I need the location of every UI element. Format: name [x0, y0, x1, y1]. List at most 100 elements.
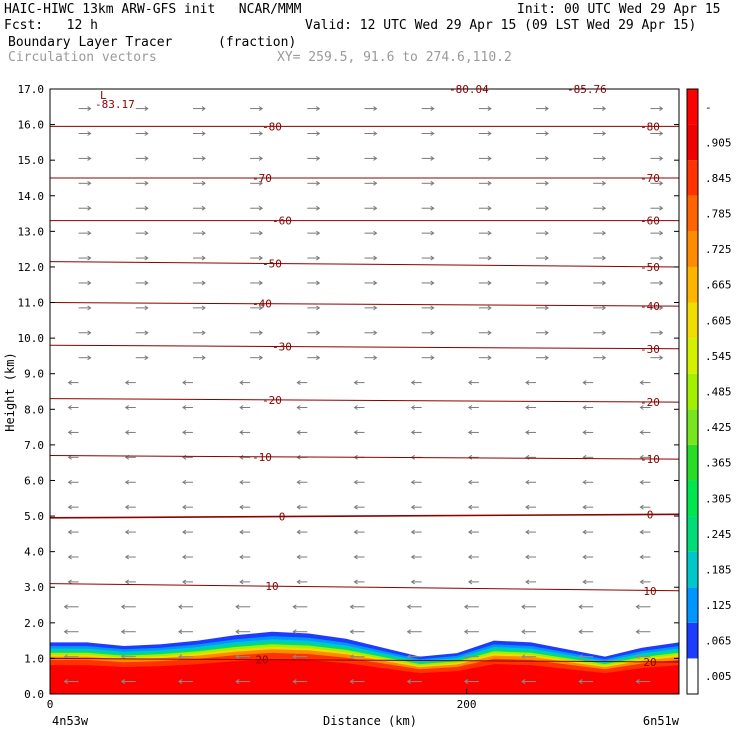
vector-arrow-head — [201, 280, 206, 286]
vector-arrow-head — [544, 305, 549, 311]
vector-arrow-head — [239, 529, 244, 535]
colorbar-swatch — [687, 302, 698, 339]
vector-arrow-head — [144, 131, 149, 136]
vector-arrow-head — [353, 554, 358, 560]
vector-arrow-head — [239, 405, 244, 410]
vector-arrow-head — [410, 479, 415, 485]
y-tick-label: 11.0 — [18, 297, 45, 310]
y-tick-label: 13.0 — [18, 225, 45, 238]
colorbar-label: .185 — [705, 563, 732, 576]
vector-arrow-head — [430, 230, 435, 236]
temperature-contours: 20 20 10 10 0 0 -10 -10 -20 -20 -30 -30 -40 -40 -50 -50… — [49, 120, 680, 669]
vector-arrow-head — [239, 454, 244, 460]
vector-arrow-head — [601, 180, 607, 186]
vector-arrow-head — [373, 205, 378, 211]
vector-arrow-head — [239, 504, 244, 510]
vector-arrow-head — [659, 180, 664, 186]
vector-arrow-head — [258, 106, 264, 111]
vector-arrow-head — [316, 131, 321, 136]
vector-arrow-head — [316, 280, 321, 286]
colorbar-swatch — [687, 480, 698, 517]
vector-arrow-head — [582, 554, 587, 560]
tracer-band-8 — [50, 659, 679, 694]
contour-line — [49, 513, 680, 519]
vector-arrow-head — [292, 654, 297, 660]
vector-arrow-head — [430, 205, 435, 211]
vector-arrow-head — [353, 579, 358, 585]
colorbar-label: .425 — [705, 421, 732, 434]
vector-arrow-head — [316, 230, 321, 236]
vector-arrow-head — [144, 155, 149, 161]
vector-arrow-head — [258, 255, 264, 261]
vector-arrow-head — [235, 604, 240, 610]
vector-arrow-head — [124, 529, 130, 535]
vector-arrow-head — [410, 430, 415, 435]
vector-arrow-head — [296, 380, 301, 386]
x-end-label-right: 6n51w — [643, 714, 680, 728]
y-tick-label: 2.0 — [24, 617, 44, 630]
colorbar-label: .305 — [705, 492, 732, 505]
overlay-name: Circulation vectors — [8, 50, 157, 65]
vector-arrow-head — [430, 330, 435, 336]
vector-arrow-head — [635, 679, 640, 684]
vector-arrow-head — [487, 205, 492, 211]
vector-arrow-head — [182, 405, 187, 410]
vector-arrow-head — [410, 554, 415, 560]
x-tick-label: 200 — [457, 698, 477, 711]
vector-arrow-head — [120, 629, 126, 635]
vector-arrow-head — [578, 629, 583, 635]
vector-arrow-head — [487, 280, 492, 286]
vector-arrow-head — [467, 454, 473, 460]
vector-arrow-head — [316, 355, 321, 361]
vector-arrow-head — [63, 629, 68, 635]
vector-arrow-head — [235, 654, 240, 660]
vector-arrow-head — [67, 529, 72, 535]
vector-arrow-head — [463, 654, 469, 660]
vector-arrow-head — [144, 205, 149, 211]
x-end-label-left: 4n53w — [52, 714, 89, 728]
vector-arrow-head — [87, 280, 92, 286]
vector-arrow-head — [487, 131, 492, 136]
vector-arrow-head — [487, 155, 492, 161]
y-tick-label: 6.0 — [24, 474, 44, 487]
vector-arrow-head — [544, 355, 549, 361]
vector-arrow-head — [124, 380, 130, 386]
vector-arrow-head — [349, 654, 354, 660]
vector-arrow-head — [258, 155, 264, 161]
vector-arrow-head — [239, 430, 244, 435]
contour-line — [49, 583, 680, 592]
colorbar-frame — [686, 88, 699, 695]
vector-arrow-head — [144, 106, 149, 111]
y-tick-label: 3.0 — [24, 581, 44, 594]
vector-arrow-head — [296, 554, 301, 560]
contour-line — [49, 344, 680, 350]
vector-arrow-head — [124, 405, 130, 410]
vector-arrow-head — [659, 330, 664, 336]
vector-arrow-head — [201, 180, 206, 186]
vector-arrow-head — [525, 504, 530, 510]
vector-arrow-head — [373, 255, 378, 261]
vector-arrow-head — [406, 679, 411, 684]
y-tick-label: 7.0 — [24, 439, 44, 452]
colorbar-swatch — [687, 658, 698, 694]
vector-arrow-head — [525, 554, 530, 560]
header-valid-time: Valid: 12 UTC Wed 29 Apr 15 (09 LST Wed … — [305, 18, 697, 33]
vector-arrow-head — [258, 230, 264, 236]
vector-arrow-head — [87, 330, 92, 336]
colorbar-swatch — [687, 160, 698, 196]
vector-arrow-head — [582, 529, 587, 535]
vector-arrow-head — [258, 305, 264, 311]
contour-label-right: -40 — [640, 300, 660, 313]
vector-arrow-head — [178, 679, 183, 684]
contour-label-right: -10 — [640, 453, 660, 466]
header-forecast-hour: Fcst: 12 h — [4, 18, 98, 33]
vector-arrow-head — [292, 679, 297, 684]
contour-label: -80 — [262, 120, 282, 133]
vector-arrow-head — [120, 679, 126, 684]
vector-arrow-head — [373, 355, 378, 361]
contour-label-right: 10 — [643, 585, 656, 598]
vector-arrow-head — [296, 529, 301, 535]
vector-arrow-head — [182, 479, 187, 485]
colorbar-label: - — [705, 101, 712, 114]
